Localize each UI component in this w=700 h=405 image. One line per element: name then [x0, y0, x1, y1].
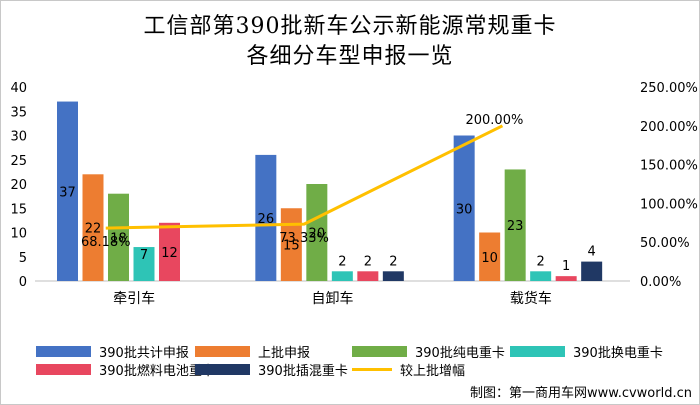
legend-label: 390批纯电重卡 [415, 345, 505, 361]
bar-value-label: 10 [481, 251, 498, 266]
growth-data-label: 200.00% [465, 113, 523, 128]
y2-tick-label: 0.00% [640, 275, 681, 290]
bar [530, 271, 552, 281]
chart-credit: 制图：第一商用车网www.cvworld.cn [470, 386, 692, 401]
legend-label: 390批共计申报 [99, 345, 189, 361]
x-tick-label: 载货车 [510, 290, 552, 307]
bar-value-label: 2 [537, 254, 545, 269]
x-tick-label: 自卸车 [312, 290, 354, 307]
bar [108, 193, 129, 281]
legend-item-swap: 390批换电重卡 [510, 343, 663, 361]
legend-label: 上批申报 [258, 345, 311, 361]
y-tick-label: 25 [10, 154, 27, 169]
bar-value-label: 22 [85, 222, 102, 237]
bar [306, 184, 328, 281]
legend-label: 390批插混重卡 [258, 363, 348, 379]
growth-data-label: 73.33% [279, 231, 329, 246]
bar [453, 135, 475, 281]
bar [57, 101, 78, 281]
growth-line [105, 124, 504, 230]
legend-line-swatch [352, 367, 392, 371]
bar [82, 174, 104, 281]
bar-value-label: 2 [364, 254, 372, 269]
legend-label: 390批燃料电池重卡 [99, 363, 215, 379]
y2-tick-label: 50.00% [640, 236, 690, 251]
y2-tick-label: 100.00% [640, 197, 698, 212]
bar [555, 276, 577, 281]
y2-tick-label: 150.00% [640, 159, 698, 174]
y-tick-label: 10 [10, 227, 27, 242]
bar [479, 232, 501, 281]
chart-title: 工信部第390批新车公示新能源常规重卡 [143, 14, 557, 39]
y-tick-label: 40 [10, 81, 27, 96]
legend-item-bev: 390批纯电重卡 [352, 343, 505, 361]
y-tick-label: 30 [10, 130, 27, 145]
y-tick-label: 0 [19, 275, 27, 290]
legend-swatch [510, 345, 565, 357]
bar [255, 154, 277, 281]
bar-value-label: 23 [507, 219, 524, 234]
y-tick-label: 15 [10, 202, 27, 217]
bar-value-label: 2 [338, 254, 346, 269]
bar-value-label: 4 [588, 245, 596, 260]
bar [581, 261, 603, 281]
y-tick-label: 20 [10, 178, 27, 193]
bar [382, 271, 404, 281]
legend-swatch [36, 345, 91, 357]
legend-item-fuelcell: 390批燃料电池重卡 [36, 361, 215, 379]
legend-item-phev: 390批插混重卡 [195, 361, 348, 379]
bar-value-label: 37 [59, 185, 76, 200]
bar [159, 222, 180, 281]
legend-swatch [352, 345, 407, 357]
bar-value-label: 30 [456, 202, 473, 217]
bar-value-label: 2 [389, 254, 397, 269]
bar-value-label: 12 [161, 246, 178, 261]
bar [133, 247, 155, 281]
bar [331, 271, 353, 281]
y2-tick-label: 200.00% [640, 120, 698, 135]
legend-swatch [36, 363, 91, 375]
bar-value-label: 20 [309, 227, 326, 242]
legend-label: 390批换电重卡 [573, 345, 663, 361]
bar-value-label: 1 [562, 259, 570, 274]
y2-tick-label: 250.00% [640, 81, 698, 96]
bar [280, 208, 302, 281]
bar-value-label: 15 [283, 239, 300, 254]
y-tick-label: 5 [19, 251, 27, 266]
legend-swatch [195, 345, 250, 357]
chart-subtitle: 各细分车型申报一览 [246, 44, 454, 69]
legend-item-growth: 较上批增幅 [352, 361, 466, 379]
legend-item-total: 390批共计申报 [36, 343, 189, 361]
legend-swatch [195, 363, 250, 375]
bar-value-label: 26 [258, 212, 275, 227]
bar [357, 271, 379, 281]
bar-value-label: 7 [140, 248, 148, 263]
growth-data-label: 68.18% [81, 235, 131, 250]
bar-value-label: 18 [110, 231, 127, 246]
x-tick-label: 牵引车 [113, 290, 155, 307]
legend-label: 较上批增幅 [400, 363, 466, 379]
legend-item-previous: 上批申报 [195, 343, 311, 361]
y-tick-label: 35 [10, 105, 27, 120]
bar [504, 169, 526, 281]
